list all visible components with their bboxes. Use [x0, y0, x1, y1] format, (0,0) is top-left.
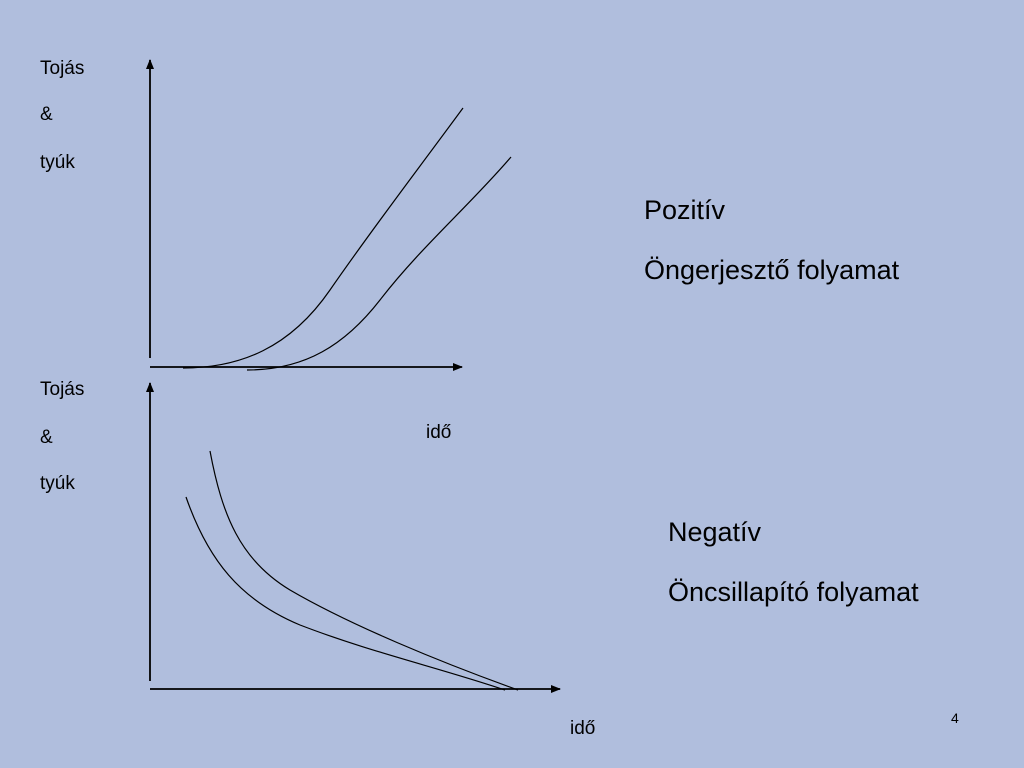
negative-title: Negatív: [668, 517, 762, 547]
bottom-y-label-line2: &: [40, 427, 53, 448]
negative-subtitle: Öncsillapító folyamat: [668, 577, 919, 607]
top-y-label-line3: tyúk: [40, 152, 75, 173]
bottom-curve-hens: [185, 496, 506, 691]
top-x-label: idő: [426, 422, 452, 443]
top-curve-eggs: [182, 107, 464, 369]
bottom-x-label: idő: [570, 718, 596, 739]
top-y-label-line1: Tojás: [40, 58, 85, 79]
bottom-y-label-line3: tyúk: [40, 473, 75, 494]
bottom-curve-eggs: [209, 450, 519, 691]
top-y-label-line2: &: [40, 104, 53, 125]
positive-subtitle: Öngerjesztő folyamat: [644, 255, 900, 285]
bottom-y-label-line1: Tojás: [40, 379, 85, 400]
positive-title: Pozitív: [644, 195, 726, 225]
top-curve-hens: [246, 156, 512, 371]
page-number: 4: [951, 710, 959, 726]
